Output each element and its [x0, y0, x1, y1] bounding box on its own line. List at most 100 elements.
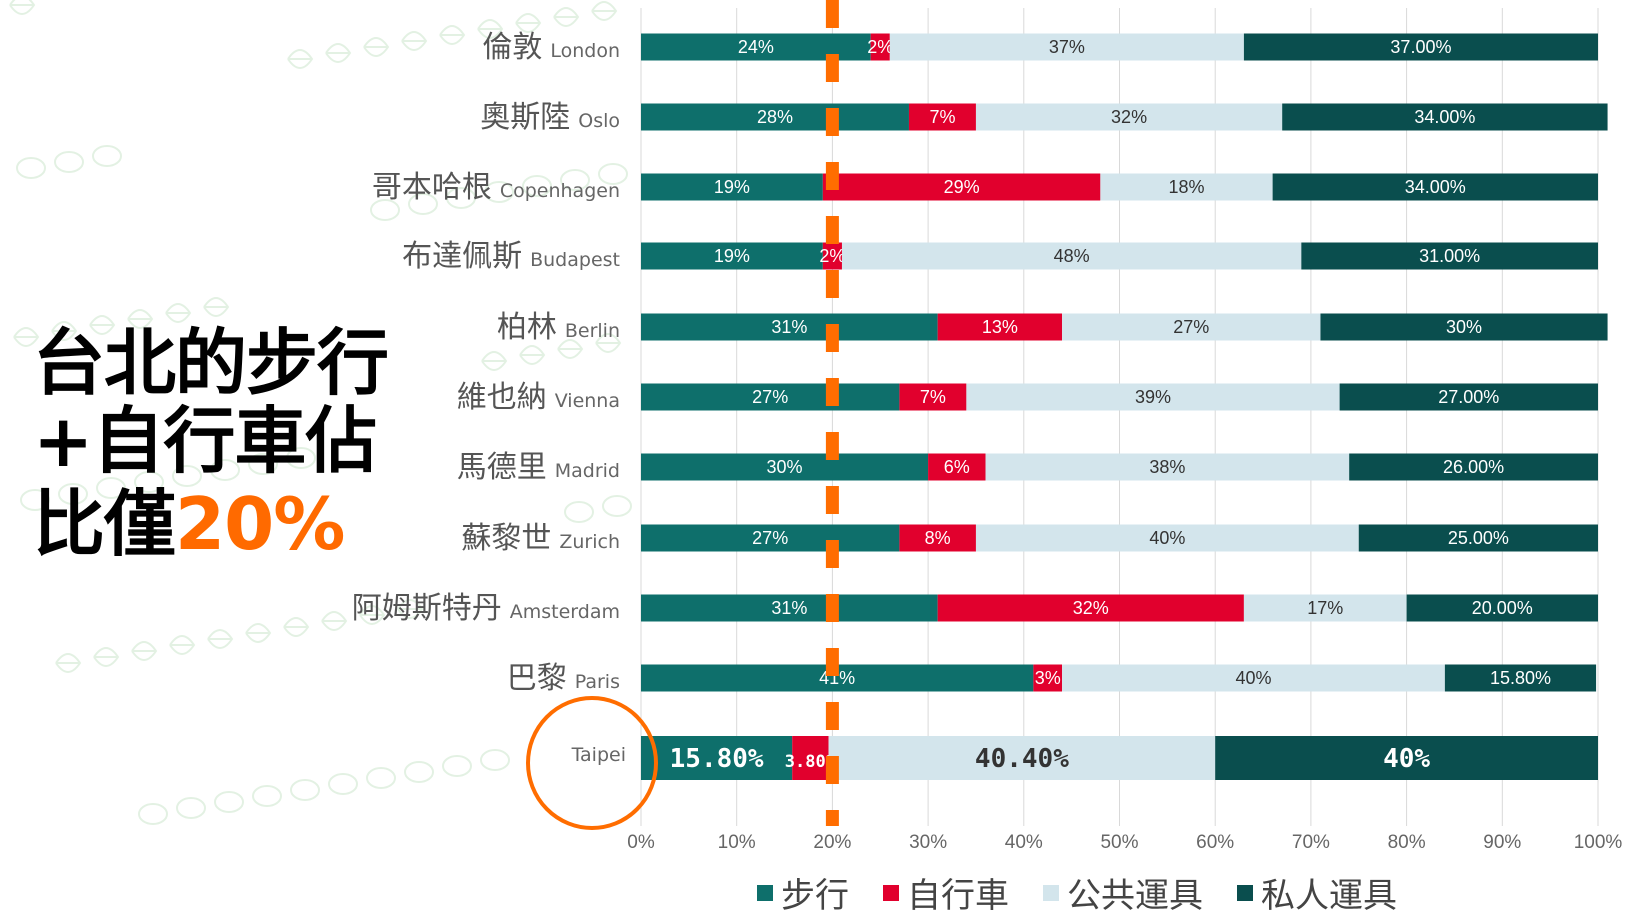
- doodle-leaf-icon: [286, 447, 316, 469]
- city-label-berlin: 柏林 Berlin: [497, 302, 620, 346]
- doodle-leaf-icon: [55, 653, 82, 673]
- legend-item-public: 公共運具: [1043, 868, 1203, 917]
- doodle-leaf-icon: [169, 635, 196, 655]
- bar-segment-walk: [641, 594, 938, 622]
- bar-segment-walk: [641, 453, 929, 481]
- city-name-zh: 維也納: [456, 380, 547, 415]
- city-name-en: Paris: [574, 671, 620, 693]
- headline-prefix: 比僅: [33, 482, 176, 566]
- doodle-leaf-icon: [404, 761, 434, 783]
- legend-swatch-bike: [883, 884, 899, 901]
- doodle-leaf-icon: [93, 647, 120, 667]
- data-label: 39%: [1135, 387, 1171, 407]
- doodle-leaf-icon: [515, 13, 542, 33]
- doodle-leaf-icon: [89, 315, 116, 335]
- data-label: 6%: [944, 457, 970, 477]
- doodle-leaf-icon: [484, 181, 514, 203]
- doodle-leaf-icon: [245, 623, 272, 643]
- doodle-leaf-icon: [131, 641, 158, 661]
- bar-segment-bike: [792, 736, 829, 780]
- city-label-zurich: 蘇黎世 Zurich: [461, 513, 620, 557]
- city-name-en: Amsterdam: [509, 601, 620, 623]
- bar-segment-walk: [641, 313, 938, 341]
- data-label: 27.00%: [1438, 387, 1499, 407]
- doodle-leaf-icon: [477, 19, 504, 39]
- doodle-leaf-icon: [321, 611, 348, 631]
- city-name-en: London: [550, 40, 620, 62]
- doodle-leaf-icon: [13, 327, 40, 347]
- data-label: 3.80%: [785, 752, 837, 772]
- doodle-leaf-icon: [370, 199, 400, 221]
- data-label: 40%: [1149, 528, 1185, 548]
- bar-segment-bike: [899, 383, 967, 411]
- doodle-leaf-icon: [290, 779, 320, 801]
- doodle-leaf-icon: [325, 43, 352, 63]
- bar-segment-public: [975, 103, 1283, 131]
- bar-segment-public: [1062, 313, 1321, 341]
- doodle-leaf-icon: [58, 483, 88, 505]
- city-label-london: 倫敦 London: [482, 22, 620, 66]
- city-name-en: Taipei: [571, 744, 626, 766]
- bar-segment-walk: [641, 736, 793, 780]
- legend-label: 公共運具: [1067, 876, 1203, 916]
- x-tick-label: 80%: [1388, 832, 1426, 853]
- data-label: 27%: [752, 387, 788, 407]
- bar-segment-walk: [641, 242, 823, 270]
- data-label: 8%: [925, 528, 951, 548]
- bar-segment-bike: [937, 313, 1063, 341]
- legend-label: 自行車: [907, 876, 1009, 916]
- legend-item-bike: 自行車: [883, 868, 1009, 917]
- city-name-zh: 布達佩斯: [402, 239, 523, 274]
- doodle-leaf-icon: [287, 49, 314, 69]
- x-tick-label: 70%: [1292, 832, 1330, 853]
- city-label-amsterdam: 阿姆斯特丹 Amsterdam: [352, 583, 620, 627]
- data-label: 17%: [1307, 598, 1343, 618]
- doodle-leaf-icon: [252, 785, 282, 807]
- data-label: 27%: [752, 528, 788, 548]
- legend: 步行 自行車 公共運具 私人運具: [757, 868, 1397, 917]
- x-tick-label: 0%: [627, 832, 655, 853]
- x-tick-label: 40%: [1005, 832, 1043, 853]
- data-label: 38%: [1149, 457, 1185, 477]
- data-label: 48%: [1054, 246, 1090, 266]
- data-label: 30%: [767, 457, 803, 477]
- doodle-leaf-icon: [138, 803, 168, 825]
- doodle-leaf-icon: [359, 605, 386, 625]
- bar-segment-public: [828, 736, 1216, 780]
- data-label: 28%: [757, 107, 793, 127]
- doodle-leaf-icon: [598, 163, 628, 185]
- bar-segment-walk: [641, 524, 900, 552]
- data-label: 34.00%: [1405, 177, 1466, 197]
- bar-segment-bike: [822, 173, 1101, 201]
- data-label: 2%: [867, 37, 893, 57]
- doodle-leaf-icon: [176, 797, 206, 819]
- city-label-taipei: Taipei: [564, 744, 626, 766]
- doodle-leaf-icon: [54, 151, 84, 173]
- city-label-paris: 巴黎 Paris: [507, 653, 620, 697]
- data-label: 37%: [1049, 37, 1085, 57]
- data-label: 31%: [771, 598, 807, 618]
- doodle-leaf-icon: [207, 629, 234, 649]
- background-doodles: [9, 0, 632, 825]
- data-label: 15.80%: [1490, 668, 1551, 688]
- city-name-zh: 巴黎: [506, 661, 567, 696]
- doodle-leaf-icon: [519, 345, 546, 365]
- taipei-highlight-circle: [526, 696, 658, 830]
- city-label-madrid: 馬德里 Madrid: [457, 442, 620, 486]
- city-name-en: Oslo: [578, 110, 620, 132]
- doodle-leaf-icon: [9, 0, 36, 15]
- bar-segment-private: [1406, 594, 1598, 622]
- bar-segment-private: [1301, 242, 1598, 270]
- data-label: 26.00%: [1443, 457, 1504, 477]
- data-label: 13%: [982, 317, 1018, 337]
- bar-segment-walk: [641, 383, 900, 411]
- data-label: 31.00%: [1419, 246, 1480, 266]
- bar-segment-private: [1444, 664, 1597, 692]
- data-label: 15.80%: [670, 744, 764, 774]
- bar-segment-bike: [928, 453, 986, 481]
- bar-segment-bike: [937, 594, 1244, 622]
- headline-line-3: 比僅20%: [33, 488, 345, 560]
- bar-segment-public: [966, 383, 1340, 411]
- bar-segment-public: [975, 524, 1359, 552]
- doodle-leaf-icon: [557, 339, 584, 359]
